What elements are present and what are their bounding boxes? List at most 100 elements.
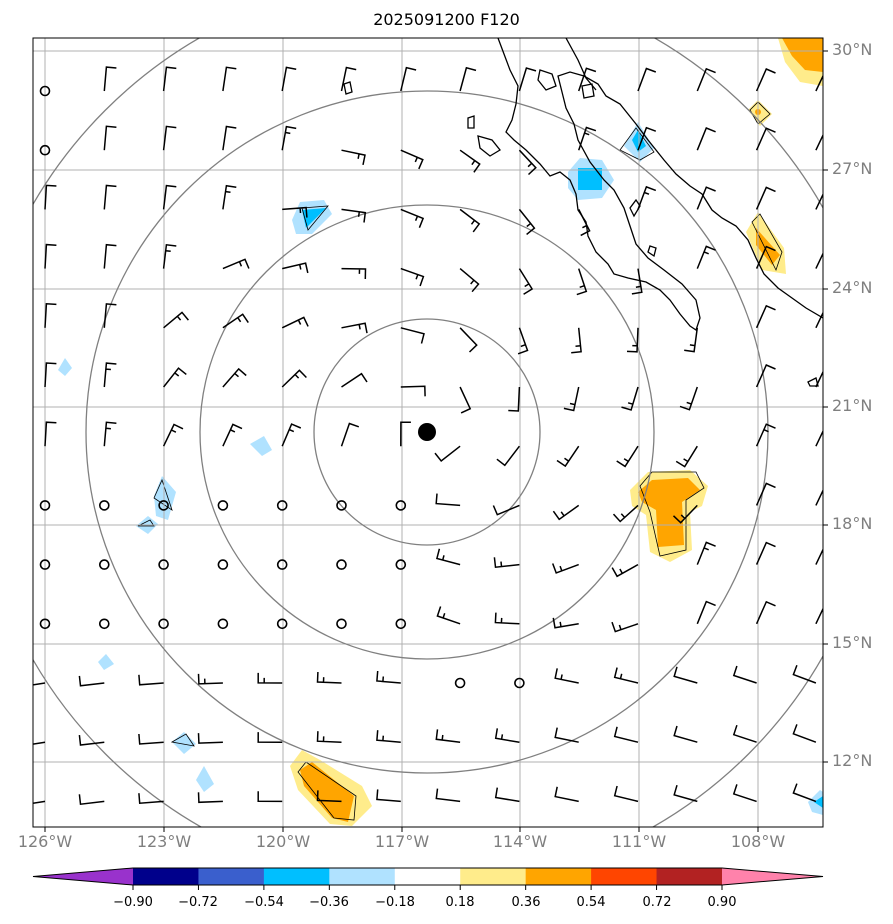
- colorbar-max-arrow: [722, 868, 823, 885]
- wind-barb: [162, 243, 177, 269]
- wind-barb: [696, 245, 716, 269]
- wind-barb: [434, 445, 461, 463]
- calm-wind-marker: [39, 144, 51, 156]
- wind-barb: [675, 445, 698, 468]
- colorbar-segment: [460, 868, 527, 885]
- wind-barb: [732, 784, 757, 803]
- colorbar-tick-label: 0.72: [642, 895, 672, 910]
- wind-barb: [494, 728, 520, 743]
- wind-barb: [163, 367, 187, 388]
- wind-barb: [815, 133, 823, 151]
- lat-label: 12°N: [832, 751, 873, 770]
- wind-barb: [755, 600, 776, 625]
- wind-barb: [316, 731, 342, 743]
- wind-barb: [518, 268, 534, 295]
- wind-barb: [578, 209, 591, 237]
- wind-barb: [44, 421, 57, 447]
- wind-barb: [755, 482, 776, 506]
- wind-barb: [281, 316, 309, 329]
- wind-barb: [552, 617, 579, 629]
- calm-wind-marker: [39, 85, 51, 97]
- colorbar-segment: [525, 868, 592, 885]
- wind-barb: [496, 445, 520, 467]
- wind-barb: [679, 386, 699, 411]
- wind-barb: [673, 725, 698, 743]
- wind-barb: [459, 268, 480, 293]
- wind-barb: [33, 741, 46, 745]
- calm-wind-marker: [39, 500, 51, 511]
- wind-barb: [551, 563, 579, 574]
- wind-barb: [637, 67, 657, 92]
- wind-barb: [222, 423, 243, 447]
- lon-label: 117°W: [374, 832, 430, 851]
- wind-barb: [494, 612, 520, 625]
- calm-wind-marker: [217, 559, 229, 570]
- wind-barb: [673, 666, 698, 684]
- calm-wind-marker: [395, 500, 407, 511]
- colorbar-tick-label: −0.18: [375, 895, 415, 910]
- axis-ticks: [44, 50, 828, 832]
- calm-wind-marker: [99, 500, 110, 511]
- colorbar-tick-label: −0.36: [309, 895, 349, 910]
- wind-barb: [376, 730, 401, 743]
- wind-barb: [341, 149, 366, 166]
- wind-barb: [103, 66, 117, 92]
- wind-barb: [103, 421, 117, 447]
- wind-barb: [755, 304, 776, 329]
- lon-label: 111°W: [611, 832, 667, 851]
- wind-barb: [282, 262, 309, 274]
- wind-barb: [613, 667, 639, 684]
- plot-frame: [32, 37, 824, 828]
- lon-label: 120°W: [255, 832, 311, 851]
- wind-barb: [163, 311, 189, 329]
- wind-barb: [400, 66, 417, 92]
- wind-barb: [103, 184, 117, 210]
- wind-barb: [621, 386, 639, 411]
- colorbar-segment: [656, 868, 723, 885]
- wind-barb: [815, 192, 823, 210]
- wind-barb: [340, 422, 360, 447]
- coastline: [343, 38, 823, 387]
- calm-wind-marker: [336, 500, 347, 511]
- wind-barb: [436, 606, 461, 625]
- wind-barb: [138, 674, 164, 686]
- wind-barb: [33, 800, 46, 805]
- wind-barb: [755, 245, 776, 269]
- colorbar-tick-label: 0.90: [707, 895, 737, 910]
- wind-barb: [696, 127, 716, 151]
- lat-label: 24°N: [832, 278, 873, 297]
- calm-wind-marker: [276, 618, 288, 630]
- calm-wind-marker: [39, 618, 51, 630]
- wind-barb: [103, 303, 117, 328]
- wind-barb: [815, 370, 823, 388]
- wind-barb: [435, 493, 461, 507]
- calm-wind-marker: [395, 618, 407, 630]
- lat-label: 18°N: [832, 514, 873, 533]
- wind-barb: [281, 66, 297, 92]
- wind-barb: [197, 792, 223, 804]
- wind-barb: [400, 208, 425, 228]
- wind-barb: [222, 66, 237, 92]
- lon-label: 114°W: [492, 832, 548, 851]
- wind-barb: [257, 672, 283, 684]
- wind-barb: [103, 243, 117, 269]
- wind-barb: [755, 127, 776, 151]
- wind-barb: [612, 504, 639, 523]
- wind-barb: [637, 126, 657, 151]
- wind-barb: [554, 668, 579, 684]
- calm-wind-marker: [217, 500, 229, 511]
- wind-barb: [577, 126, 597, 151]
- wind-barb: [696, 186, 716, 210]
- wind-barb: [341, 372, 368, 388]
- lat-label: 27°N: [832, 159, 873, 178]
- wind-barb: [637, 185, 657, 210]
- wind-barb: [493, 557, 520, 569]
- storm-center-marker: [418, 423, 436, 441]
- colorbar-segment: [263, 868, 330, 885]
- wind-barb: [162, 423, 184, 447]
- lon-label: 126°W: [17, 832, 73, 851]
- wind-barb: [33, 682, 46, 686]
- wind-barb: [755, 186, 776, 210]
- wind-barb: [459, 386, 472, 414]
